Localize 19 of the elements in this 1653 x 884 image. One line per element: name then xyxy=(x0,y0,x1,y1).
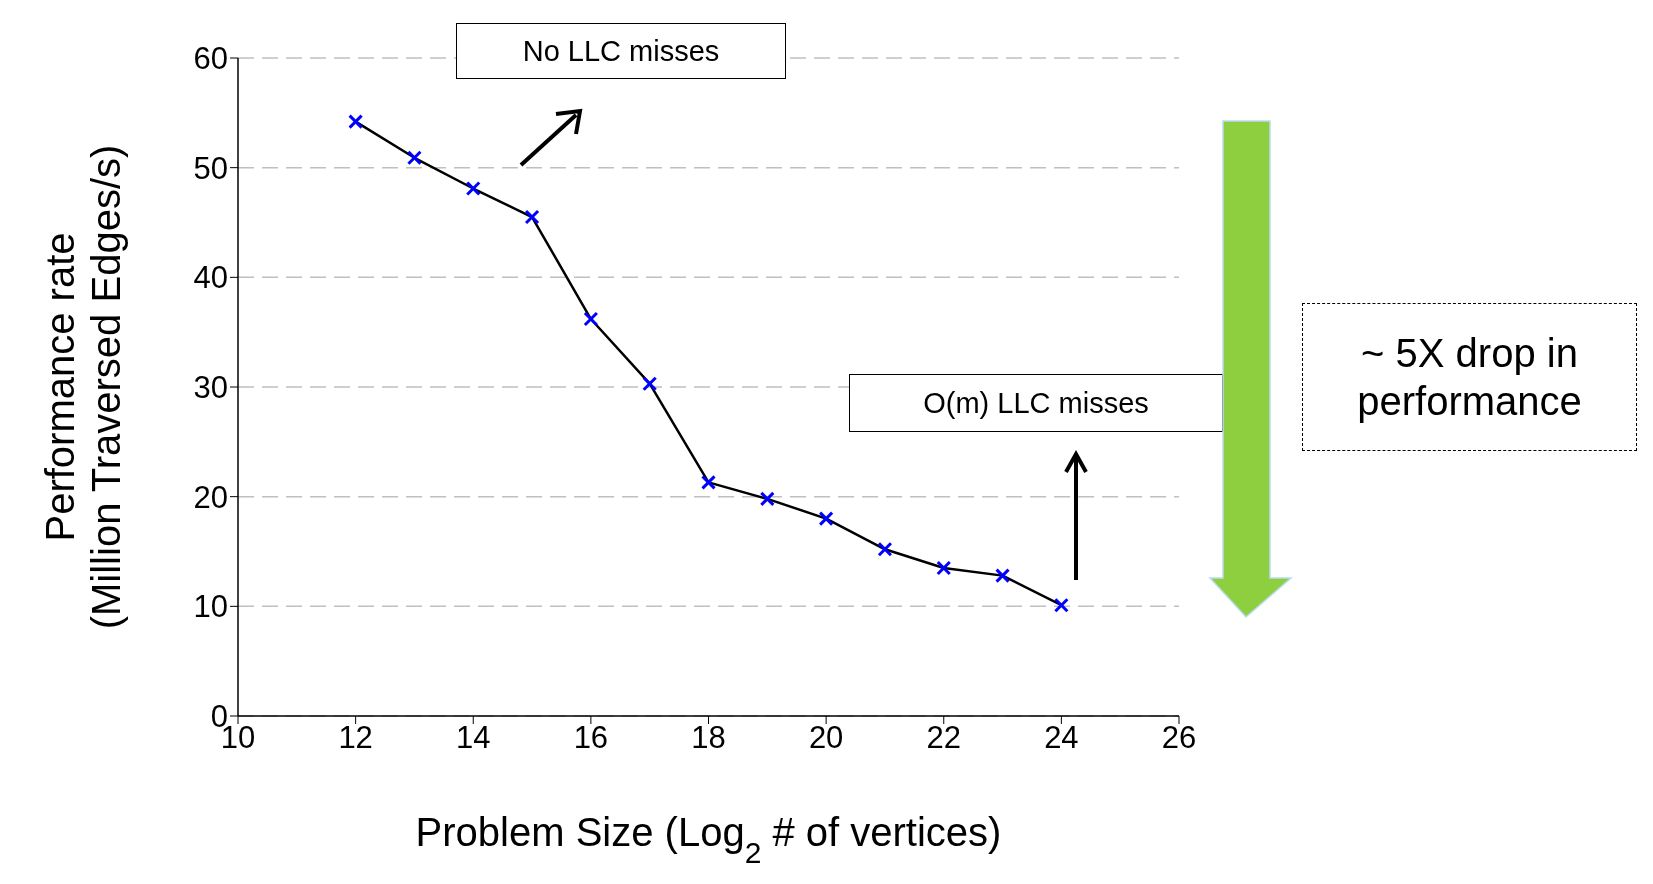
text-box: ~ 5X drop in performance xyxy=(1302,303,1637,451)
y-tick-label: 50 xyxy=(193,150,228,186)
y-tick-label: 30 xyxy=(193,370,228,406)
x-tick-label: 12 xyxy=(338,720,373,756)
x-tick-label: 16 xyxy=(573,720,609,756)
y-tick-label: 20 xyxy=(193,479,228,515)
y-tick-label: 10 xyxy=(193,589,228,625)
x-axis-title: Problem Size (Log$_{2}$ # of vertices) xyxy=(415,810,1002,869)
x-tick-label: 22 xyxy=(926,720,961,756)
text-box: O(m) LLC misses xyxy=(849,374,1223,432)
x-tick-label: 20 xyxy=(808,720,844,756)
x-tick-label: 14 xyxy=(456,720,491,756)
y-tick-label: 60 xyxy=(193,41,228,77)
text-box: No LLC misses xyxy=(456,23,786,79)
x-tick-label: 26 xyxy=(1161,720,1197,756)
x-tick-label: 24 xyxy=(1044,720,1079,756)
x-tick-label: 18 xyxy=(691,720,726,756)
y-axis-title: Performance rate (Million Traversed Edges/s) xyxy=(38,144,128,630)
y-tick-label: 40 xyxy=(193,260,228,296)
